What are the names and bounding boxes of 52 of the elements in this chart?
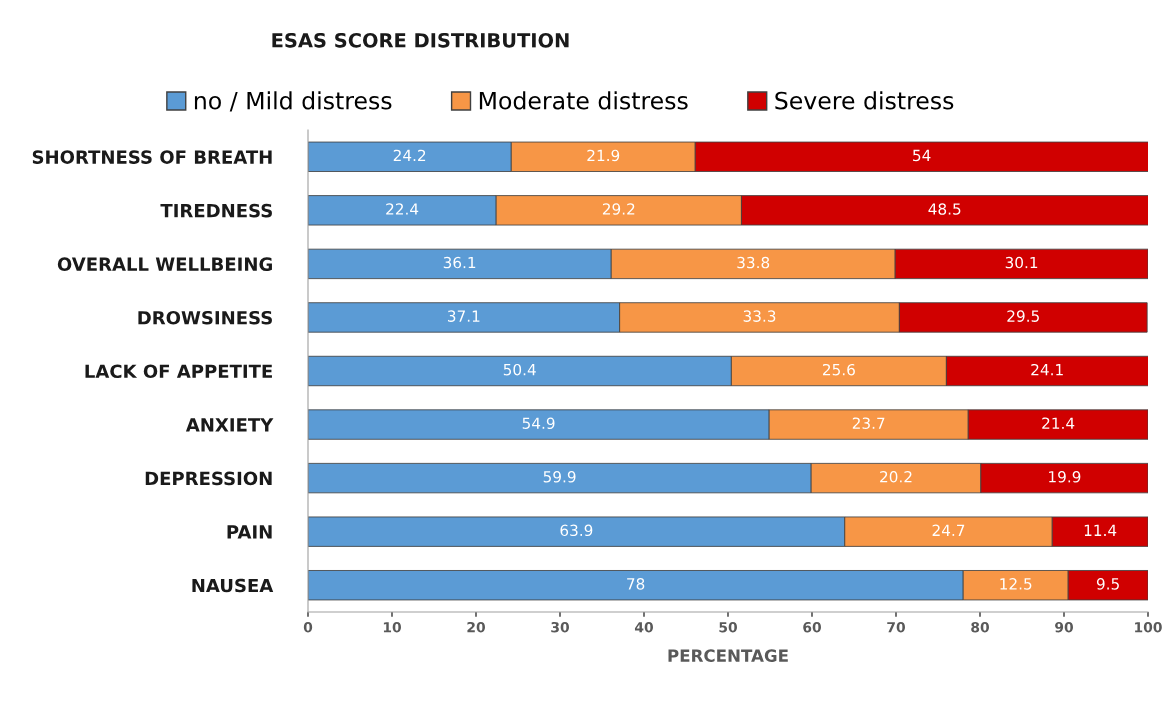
y-tick-label: DEPRESSION bbox=[145, 471, 272, 486]
y-tick-label: LACK OF APPETITE bbox=[85, 364, 272, 379]
x-tick-label: 100 bbox=[1135, 621, 1162, 633]
data-label: 33.8 bbox=[737, 256, 770, 269]
data-label: 36.1 bbox=[443, 256, 476, 269]
y-tick-label: OVERALL WELLBEING bbox=[57, 257, 272, 272]
data-label: 29.5 bbox=[1007, 310, 1039, 322]
data-label: 19.9 bbox=[1049, 470, 1081, 483]
x-tick-label: 30 bbox=[551, 621, 569, 633]
data-label: 37.1 bbox=[447, 310, 480, 322]
data-label: 29.2 bbox=[602, 203, 635, 215]
data-label: 11.4 bbox=[1084, 524, 1117, 536]
legend-label: Severe distress bbox=[775, 91, 954, 110]
data-label: 9.5 bbox=[1096, 578, 1119, 590]
data-label: 30.1 bbox=[1005, 256, 1038, 269]
y-tick-label: NAUSEA bbox=[192, 578, 274, 593]
data-label: 54.9 bbox=[522, 417, 555, 429]
data-label: 24.7 bbox=[932, 524, 965, 536]
y-tick-label: DROWSINESS bbox=[138, 310, 272, 325]
x-tick-label: 70 bbox=[887, 621, 905, 633]
x-tick-label: 80 bbox=[971, 621, 989, 633]
data-label: 21.9 bbox=[587, 149, 620, 162]
data-label: 24.2 bbox=[393, 149, 426, 161]
data-label: 48.5 bbox=[928, 203, 961, 215]
legend-label: no / Mild distress bbox=[194, 91, 392, 112]
data-label: 25.6 bbox=[822, 363, 855, 376]
legend-label: Moderate distress bbox=[479, 91, 688, 110]
data-label: 21.4 bbox=[1042, 417, 1075, 429]
data-label: 23.7 bbox=[852, 417, 885, 429]
data-label: 54 bbox=[913, 149, 931, 162]
data-label: 20.2 bbox=[880, 470, 912, 483]
y-tick-label: SHORTNESS OF BREATH bbox=[32, 150, 272, 164]
y-tick-label: TIREDNESS bbox=[160, 203, 272, 218]
data-label: 22.4 bbox=[386, 203, 419, 215]
x-tick-label: 10 bbox=[383, 621, 401, 633]
chart-title: ESAS SCORE DISTRIBUTION bbox=[272, 32, 569, 48]
x-tick-label: 40 bbox=[634, 621, 653, 633]
y-tick-label: PAIN bbox=[227, 525, 272, 539]
x-tick-label: 0 bbox=[303, 621, 313, 633]
x-tick-label: 60 bbox=[803, 621, 821, 633]
data-label: 33.3 bbox=[743, 310, 776, 322]
data-label: 12.5 bbox=[1000, 578, 1032, 590]
x-tick-label: 20 bbox=[467, 621, 485, 633]
x-tick-label: 50 bbox=[719, 621, 737, 633]
data-label: 59.9 bbox=[543, 470, 576, 483]
data-label: 78 bbox=[627, 578, 645, 590]
x-tick-label: 90 bbox=[1055, 621, 1073, 633]
data-label: 24.1 bbox=[1031, 363, 1063, 376]
x-axis-title: PERCENTAGE bbox=[668, 649, 788, 662]
y-tick-label: ANXIETY bbox=[185, 418, 274, 432]
data-label: 63.9 bbox=[560, 524, 593, 537]
data-label: 50.4 bbox=[503, 363, 536, 376]
